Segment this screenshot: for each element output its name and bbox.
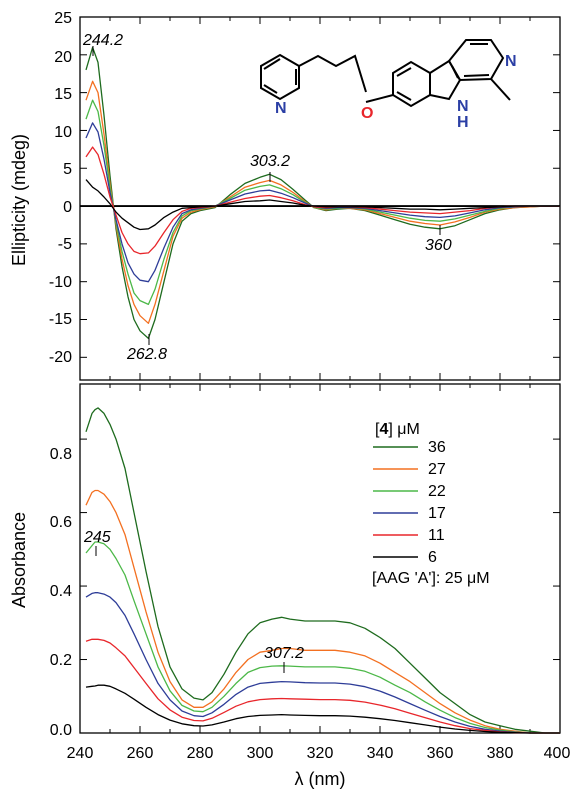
cd-annotation-303: 303.2	[250, 153, 290, 170]
cd-panel-frame	[79, 16, 561, 381]
cd-ytick-label: 0	[63, 199, 72, 216]
x-axis-title: λ (nm)	[295, 769, 346, 789]
x-tick-label: 260	[127, 745, 154, 762]
cd-ytick-label: 15	[54, 86, 72, 103]
cd-ytick-label: 5	[63, 161, 72, 178]
abs-ytick-label: 0.6	[50, 514, 72, 531]
cd-ytick-label: 25	[54, 10, 72, 27]
legend-label-22: 22	[428, 483, 446, 500]
abs-curves	[85, 407, 560, 734]
cd-series-11	[85, 146, 560, 255]
x-tick-label: 300	[247, 745, 274, 762]
cd-curves	[85, 46, 560, 340]
cd-annotation-244: 244.2	[82, 32, 123, 49]
cd-annotation-262: 262.8	[126, 346, 167, 363]
abs-series-22	[85, 541, 560, 734]
x-tick-label: 360	[427, 745, 454, 762]
abs-series-11	[85, 638, 560, 734]
cd-series-22	[85, 99, 560, 306]
abs-series-36	[85, 407, 560, 734]
cd-ytick-label: -20	[49, 349, 72, 366]
abs-ytick-label: 0.2	[50, 652, 72, 669]
cd-ylabel: Ellipticity (mdeg)	[9, 134, 29, 266]
x-tick-label: 380	[487, 745, 514, 762]
cd-axis-ticks	[79, 16, 561, 380]
cd-annotation-360: 360	[425, 237, 452, 254]
molecule-structure	[260, 39, 511, 108]
abs-ytick-label: 0.4	[50, 583, 72, 600]
legend: [4] μM 36 27 22 17 11 6 [AAG 'A']: 25 μM	[372, 421, 490, 587]
cd-series-6	[85, 179, 560, 231]
molecule-atom-H: H	[457, 114, 469, 131]
legend-label-27: 27	[428, 461, 446, 478]
x-tick-label: 340	[367, 745, 394, 762]
abs-annotation-307: 307.2	[264, 645, 304, 662]
molecule-atom-N3: N	[457, 98, 469, 115]
cd-ytick-label: -10	[49, 274, 72, 291]
abs-ytick-label: 0.8	[50, 446, 72, 463]
legend-label-6: 6	[428, 549, 437, 566]
cd-ytick-label: 10	[54, 124, 72, 141]
x-tick-label: 400	[544, 745, 571, 762]
abs-axis-ticks	[79, 384, 561, 734]
legend-footer: [AAG 'A']: 25 μM	[372, 570, 490, 587]
legend-label-11: 11	[428, 527, 445, 544]
x-tick-label: 320	[307, 745, 334, 762]
abs-ytick-label: 0.0	[50, 722, 72, 739]
abs-series-27	[85, 489, 560, 734]
abs-ylabel: Absorbance	[9, 512, 29, 608]
molecule-atom-N1: N	[275, 100, 287, 117]
legend-entries: 36 27 22 17 11 6	[373, 439, 446, 566]
legend-label-36: 36	[428, 439, 446, 456]
abs-series-6	[85, 684, 560, 734]
cd-series-27	[85, 80, 560, 324]
cd-ytick-label: -5	[58, 236, 72, 253]
abs-panel-frame	[79, 383, 561, 734]
abs-annotation-245: 245	[83, 529, 111, 546]
cd-series-17	[85, 122, 560, 283]
abs-series-17	[85, 592, 560, 734]
cd-ytick-label: -15	[49, 311, 72, 328]
molecule-atom-O: O	[361, 105, 373, 122]
legend-title: [4] μM	[375, 421, 420, 438]
cd-ytick-label: 20	[54, 49, 72, 66]
x-tick-label: 240	[67, 745, 94, 762]
molecule-atom-N2: N	[505, 53, 517, 70]
x-tick-label: 280	[187, 745, 214, 762]
legend-label-17: 17	[428, 505, 446, 522]
